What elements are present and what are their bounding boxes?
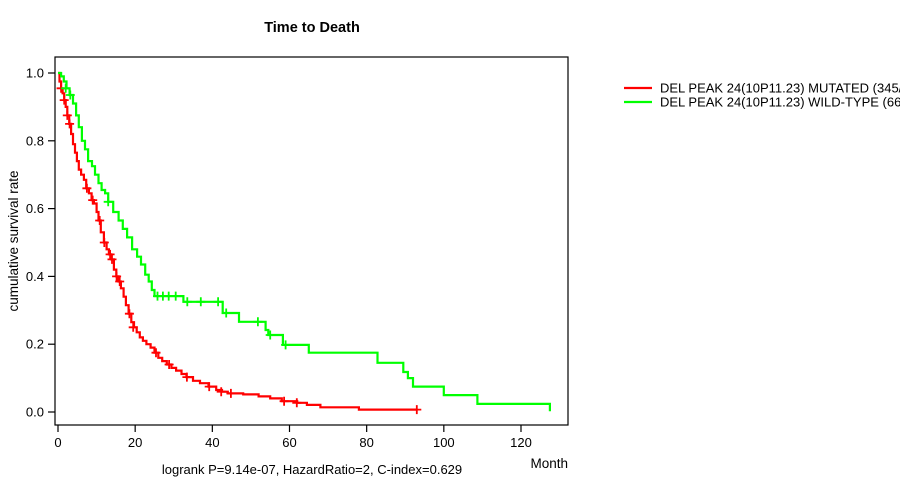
x-axis-ticks: 0 20 40 60 80 100 120 <box>54 425 532 450</box>
x-tick-label: 40 <box>205 435 219 450</box>
y-tick-label: 0.4 <box>26 269 44 284</box>
y-tick-label: 0.0 <box>26 405 44 420</box>
x-tick-label: 120 <box>510 435 532 450</box>
legend-label-wildtype: DEL PEAK 24(10P11.23) WILD-TYPE (66/93 <box>660 95 900 110</box>
plot-title: Time to Death <box>264 20 360 36</box>
km-curve-wildtype <box>58 71 551 412</box>
y-tick-label: 0.6 <box>26 201 44 216</box>
legend: DEL PEAK 24(10P11.23) MUTATED (345/45 DE… <box>624 81 900 110</box>
y-tick-label: 0.2 <box>26 337 44 352</box>
x-tick-label: 60 <box>282 435 296 450</box>
stats-annotation: logrank P=9.14e-07, HazardRatio=2, C-ind… <box>162 462 462 477</box>
legend-label-mutated: DEL PEAK 24(10P11.23) MUTATED (345/45 <box>660 81 900 96</box>
plot-box <box>54 56 569 426</box>
y-tick-label: 0.8 <box>26 133 44 148</box>
x-tick-label: 100 <box>433 435 455 450</box>
y-axis-ticks: 0.0 0.2 0.4 0.6 0.8 1.0 <box>26 66 55 420</box>
x-axis-label: Month <box>530 456 568 471</box>
x-tick-label: 0 <box>54 435 61 450</box>
x-tick-label: 80 <box>359 435 373 450</box>
censor-marks-mutated <box>56 83 422 415</box>
censor-marks-wildtype <box>61 83 291 350</box>
legend-item-wildtype: DEL PEAK 24(10P11.23) WILD-TYPE (66/93 <box>624 95 900 110</box>
x-tick-label: 20 <box>128 435 142 450</box>
legend-item-mutated: DEL PEAK 24(10P11.23) MUTATED (345/45 <box>624 81 900 96</box>
y-tick-label: 1.0 <box>26 66 44 81</box>
y-axis-label: cumulative survival rate <box>6 170 21 311</box>
km-curve-mutated <box>58 71 417 411</box>
